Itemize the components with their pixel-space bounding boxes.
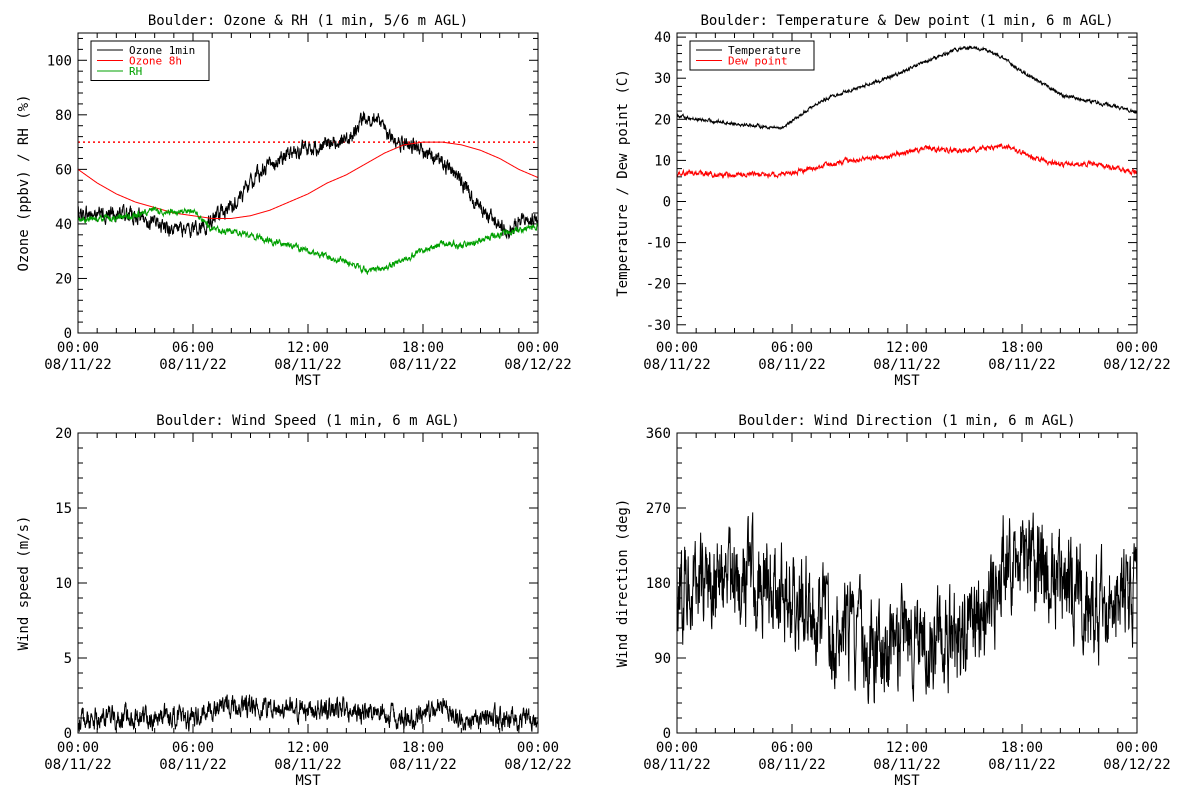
x-tick-label-time: 18:00 [402, 340, 444, 356]
series-line-2 [677, 142, 1137, 180]
y-tick-label: 10 [654, 153, 671, 169]
x-tick-label-date: 08/11/22 [44, 357, 111, 373]
chart-title: Boulder: Wind Direction (1 min, 6 m AGL) [738, 413, 1075, 429]
x-tick-label-date: 08/11/22 [389, 757, 456, 773]
x-axis-label: MST [295, 773, 321, 789]
y-tick-label: 0 [663, 194, 671, 210]
y-tick-label: 10 [55, 576, 72, 592]
x-tick-label-date: 08/11/22 [159, 757, 226, 773]
x-tick-label-time: 00:00 [656, 740, 698, 756]
y-axis-label: Ozone (ppbv) / RH (%) [16, 94, 32, 271]
chart-panel-4: Boulder: Wind Direction (1 min, 6 m AGL)… [615, 413, 1171, 789]
y-tick-label: 20 [55, 426, 72, 442]
x-tick-label-date: 08/11/22 [988, 757, 1055, 773]
x-tick-label-time: 00:00 [517, 340, 559, 356]
y-tick-label: -20 [646, 277, 671, 293]
x-tick-label-date: 08/11/22 [274, 757, 341, 773]
x-tick-label-time: 18:00 [1001, 340, 1043, 356]
plot-frame [676, 432, 1138, 734]
y-tick-label: 80 [55, 108, 72, 124]
y-tick-label: 90 [654, 651, 671, 667]
y-tick-label: 15 [55, 501, 72, 517]
legend-entry: Ozone 1min [129, 44, 195, 57]
x-tick-label-date: 08/11/22 [758, 757, 825, 773]
y-tick-label: 20 [55, 271, 72, 287]
x-axis-label: MST [295, 373, 321, 389]
chart-title: Boulder: Wind Speed (1 min, 6 m AGL) [156, 413, 459, 429]
x-tick-label-date: 08/11/22 [159, 357, 226, 373]
chart-panel-2: Boulder: Temperature & Dew point (1 min,… [615, 13, 1171, 389]
y-tick-label: 40 [55, 217, 72, 233]
x-tick-label-time: 06:00 [771, 340, 813, 356]
y-axis-label: Temperature / Dew point (C) [615, 69, 631, 297]
x-tick-label-time: 18:00 [1001, 740, 1043, 756]
legend-box [689, 40, 815, 71]
series-line-1 [677, 45, 1137, 131]
legend-entry: Ozone 8h [129, 55, 182, 68]
x-tick-label-time: 12:00 [886, 740, 928, 756]
y-tick-label: 360 [646, 426, 671, 442]
x-tick-label-time: 12:00 [287, 340, 329, 356]
x-tick-label-time: 12:00 [886, 340, 928, 356]
x-tick-label-time: 06:00 [172, 340, 214, 356]
y-tick-label: 40 [654, 30, 671, 46]
x-tick-label-date: 08/11/22 [988, 357, 1055, 373]
y-tick-label: 0 [64, 726, 72, 742]
chart-title: Boulder: Temperature & Dew point (1 min,… [700, 13, 1113, 29]
x-tick-label-time: 18:00 [402, 740, 444, 756]
x-tick-label-date: 08/11/22 [758, 357, 825, 373]
x-tick-label-date: 08/11/22 [873, 357, 940, 373]
x-tick-label-time: 00:00 [1116, 740, 1158, 756]
y-axis-label: Wind speed (m/s) [16, 516, 32, 651]
x-tick-label-date: 08/12/22 [1103, 757, 1170, 773]
x-tick-label-date: 08/11/22 [873, 757, 940, 773]
x-tick-label-time: 12:00 [287, 740, 329, 756]
chart-panel-3: Boulder: Wind Speed (1 min, 6 m AGL) Wind… [16, 413, 572, 789]
x-tick-label-date: 08/11/22 [44, 757, 111, 773]
series-line-1 [78, 110, 538, 240]
x-tick-label-time: 00:00 [656, 340, 698, 356]
y-tick-label: 0 [64, 326, 72, 342]
series-line-1 [677, 512, 1137, 704]
y-tick-label: 180 [646, 576, 671, 592]
chart-title: Boulder: Ozone & RH (1 min, 5/6 m AGL) [148, 13, 468, 29]
series-line-1 [78, 694, 538, 732]
plot-frame [77, 32, 539, 334]
x-tick-label-date: 08/12/22 [1103, 357, 1170, 373]
plot-frame [77, 432, 539, 734]
y-tick-label: 5 [64, 651, 72, 667]
chart-panel-1: Boulder: Ozone & RH (1 min, 5/6 m AGL) Oz… [16, 13, 572, 389]
y-tick-label: 270 [646, 501, 671, 517]
y-tick-label: -10 [646, 236, 671, 252]
x-tick-label-time: 00:00 [57, 340, 99, 356]
y-axis-label: Wind direction (deg) [615, 499, 631, 668]
x-tick-label-time: 00:00 [517, 740, 559, 756]
x-tick-label-time: 00:00 [57, 740, 99, 756]
x-tick-label-time: 06:00 [771, 740, 813, 756]
y-tick-label: 20 [654, 112, 671, 128]
y-tick-label: 60 [55, 162, 72, 178]
y-tick-label: 100 [47, 53, 72, 69]
x-tick-label-date: 08/11/22 [389, 357, 456, 373]
y-tick-label: -30 [646, 318, 671, 334]
x-tick-label-date: 08/11/22 [643, 757, 710, 773]
x-tick-label-time: 06:00 [172, 740, 214, 756]
x-axis-label: MST [894, 773, 920, 789]
legend-entry: RH [129, 65, 142, 78]
y-tick-label: 30 [654, 71, 671, 87]
y-tick-label: 0 [663, 726, 671, 742]
x-axis-label: MST [894, 373, 920, 389]
legend-entry: Temperature [728, 44, 801, 57]
legend-entry: Dew point [728, 55, 788, 68]
x-tick-label-date: 08/12/22 [504, 357, 571, 373]
plot-frame [676, 32, 1138, 334]
x-tick-label-time: 00:00 [1116, 340, 1158, 356]
series-line-3 [78, 205, 538, 276]
x-tick-label-date: 08/11/22 [274, 357, 341, 373]
x-tick-label-date: 08/11/22 [643, 357, 710, 373]
x-tick-label-date: 08/12/22 [504, 757, 571, 773]
